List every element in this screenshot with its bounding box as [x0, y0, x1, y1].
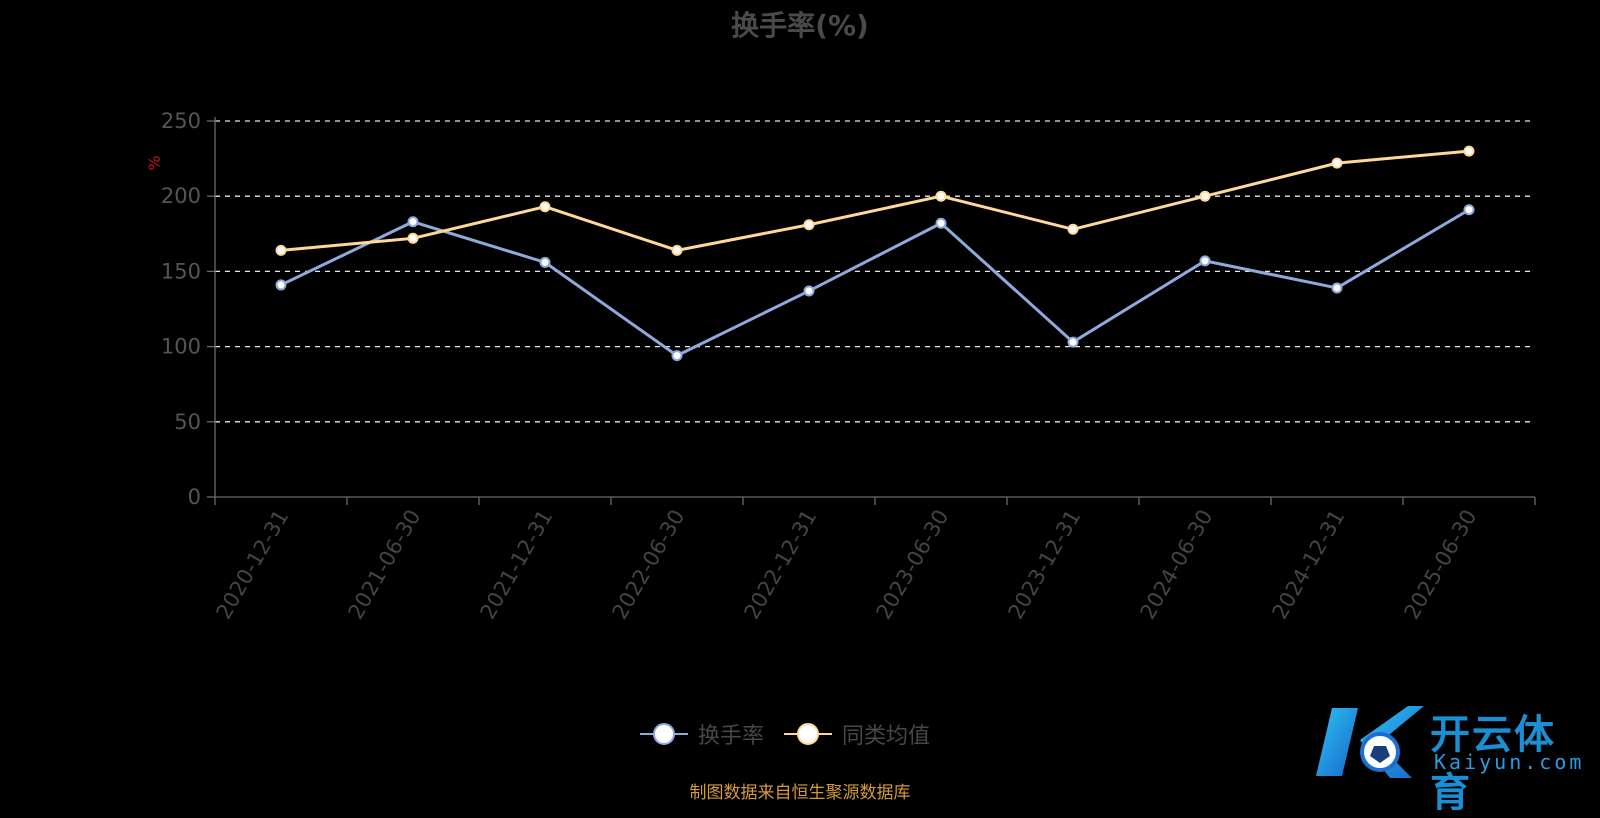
x-tick-label: 2022-12-31: [740, 506, 822, 624]
y-tick-label: 100: [161, 335, 201, 359]
data-point-series-1: [1199, 190, 1211, 202]
data-point-series-0: [1067, 336, 1079, 348]
data-point-series-0: [539, 256, 551, 268]
y-tick-label: 50: [174, 410, 201, 434]
data-point-series-1: [1331, 157, 1343, 169]
x-tick-label: 2020-12-31: [212, 506, 294, 624]
data-point-series-1: [539, 201, 551, 213]
x-tick-label: 2021-06-30: [344, 506, 426, 624]
series-line-1: [280, 149, 1470, 252]
legend-label-turnover: 换手率: [697, 724, 764, 749]
logo-chinese-text: 开云体育: [1430, 712, 1556, 816]
x-tick-label: 2022-06-30: [608, 506, 690, 624]
data-point-series-0: [275, 279, 287, 291]
data-point-series-0: [1331, 282, 1343, 294]
x-tick-label: 2024-06-30: [1136, 506, 1218, 624]
data-point-series-1: [1463, 145, 1475, 157]
kaiyun-logo: 开云体育 Kaiyun.com: [1312, 700, 1592, 816]
data-point-series-1: [407, 232, 419, 244]
data-point-series-0: [803, 285, 815, 297]
logo-english-text: Kaiyun.com: [1434, 750, 1585, 774]
axes: 0 50 100 150 200 250 2020-12-31 2021-06-30 2021-…: [161, 109, 1536, 624]
y-tick-label: 150: [161, 259, 201, 283]
legend-marker-turnover: [639, 721, 688, 747]
line-chart: 0 50 100 150 200 250 2020-12-31 2021-06-30 2021-…: [145, 109, 1536, 624]
x-tick-label: 2023-06-30: [872, 506, 954, 624]
data-point-series-0: [407, 216, 419, 228]
logo-k-icon: [1316, 706, 1424, 778]
grid-lines: [215, 120, 1535, 423]
y-tick-label: 250: [161, 109, 201, 133]
x-tick-label: 2024-12-31: [1268, 506, 1350, 624]
legend-item-turnover[interactable]: 换手率: [639, 718, 764, 750]
data-point-series-1: [671, 244, 683, 256]
data-point-series-1: [803, 219, 815, 231]
data-point-series-0: [935, 217, 947, 229]
series-lines: [275, 145, 1475, 362]
chart-title: 换手率(%): [731, 9, 869, 42]
data-point-series-1: [1067, 223, 1079, 235]
x-tick-label: 2025-06-30: [1400, 506, 1482, 624]
y-axis-label: %: [145, 155, 164, 170]
legend: 换手率 同类均值: [0, 718, 1585, 750]
legend-marker-peer-average: [784, 721, 832, 747]
x-tick-label: 2021-12-31: [476, 506, 558, 624]
legend-item-peer-average[interactable]: 同类均值: [784, 718, 930, 750]
y-tick-label: 0: [188, 485, 201, 509]
x-tick-label: 2023-12-31: [1004, 506, 1086, 624]
data-point-series-1: [275, 244, 287, 256]
data-point-series-0: [1199, 255, 1211, 267]
y-tick-label: 200: [161, 184, 201, 208]
data-point-series-0: [1463, 204, 1475, 216]
data-point-series-1: [935, 190, 947, 202]
data-point-series-0: [671, 350, 683, 362]
series-line-0: [280, 208, 1470, 358]
source-note: 制图数据来自恒生聚源数据库: [689, 783, 911, 803]
legend-label-peer-average: 同类均值: [842, 724, 931, 749]
